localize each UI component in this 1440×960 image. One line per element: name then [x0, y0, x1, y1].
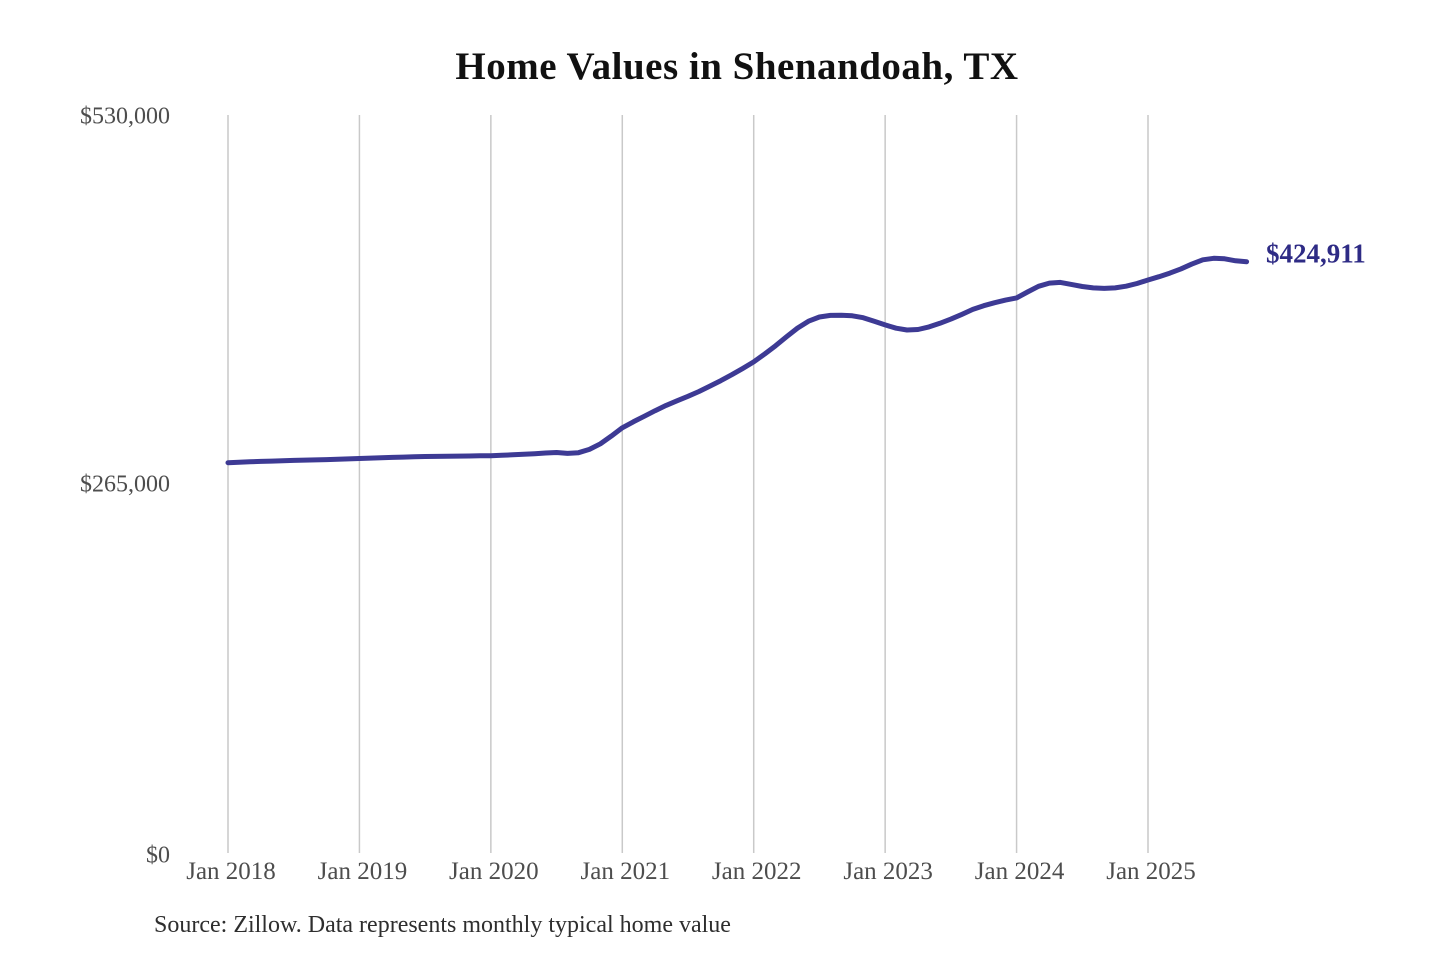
y-axis-label-265000: $265,000 [80, 471, 170, 498]
y-axis-label-zero: $0 [146, 842, 170, 869]
y-axis-label-530000: $530,000 [80, 103, 170, 130]
x-axis-label: Jan 2018 [186, 858, 276, 885]
x-axis-label: Jan 2021 [580, 858, 671, 885]
latest-value-annotation: $424,911 [1266, 238, 1366, 269]
source-note: Source: Zillow. Data represents monthly … [154, 912, 731, 938]
home-value-line [225, 255, 1250, 466]
x-axis-label: Jan 2023 [843, 858, 933, 885]
chart-title: Home Values in Shenandoah, TX [455, 45, 1019, 88]
x-axis-label: Jan 2020 [449, 858, 539, 885]
x-axis-label: Jan 2025 [1106, 858, 1196, 885]
x-axis-label: Jan 2024 [974, 858, 1065, 885]
x-axis-label: Jan 2019 [317, 858, 408, 885]
x-axis-label: Jan 2022 [711, 858, 802, 885]
